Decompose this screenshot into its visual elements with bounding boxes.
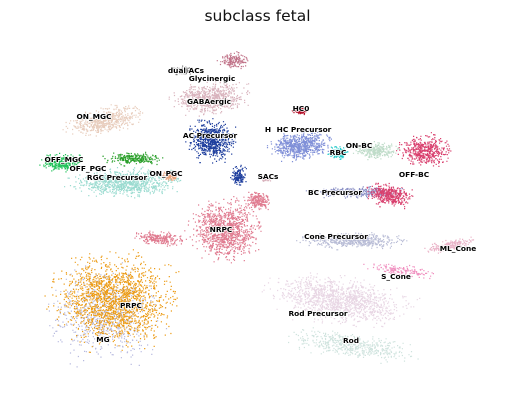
label-mg: MG (96, 335, 109, 344)
cluster-rbc (327, 146, 349, 160)
label-glycinergic: Glycinergic (189, 74, 235, 83)
cluster-dual-acs (170, 65, 194, 76)
cluster-nrpc (134, 191, 270, 264)
label-hc0: HC0 (293, 104, 310, 113)
label-rod: Rod (343, 336, 359, 345)
cluster-points-ml-cone (424, 236, 475, 254)
cluster-points-on-bc (352, 141, 400, 161)
cluster-on-mgc (62, 104, 144, 137)
cluster-points-off-mgc (39, 152, 84, 173)
cluster-points-prpc (44, 249, 180, 353)
label-off-mgc: OFF_MGC (45, 155, 84, 164)
cluster-points-off-bc (396, 132, 452, 167)
label-cone-precursor: Cone Precursor (304, 232, 368, 241)
cluster-point-clouds (39, 51, 475, 368)
label-h: H (265, 125, 271, 134)
cluster-off-mgc (39, 152, 84, 173)
label-off-bc: OFF-BC (399, 170, 429, 179)
chart-title: subclass fetal (204, 7, 311, 25)
cluster-points-ac-precursor (185, 118, 237, 164)
label-ac-precursor: AC Precursor (183, 131, 238, 140)
cluster-points-rgc-precursor (63, 166, 182, 199)
cluster-on-bc (352, 141, 400, 161)
label-hc-precursor: HC Precursor (277, 125, 332, 134)
label-ml-cone: ML_Cone (440, 244, 477, 253)
cluster-points-cone-precursor (296, 232, 408, 251)
label-s-cone: S_Cone (381, 272, 411, 281)
cluster-points-on-mgc (62, 104, 144, 137)
cluster-points-ac-precursor (230, 164, 247, 186)
cluster-cone-precursor (296, 232, 408, 251)
cluster-sacs (262, 175, 272, 182)
cluster-points-sacs (262, 175, 272, 182)
cluster-hc-precursor (266, 129, 332, 163)
label-on-bc: ON-BC (346, 141, 373, 150)
cluster-off-pgc (102, 151, 164, 167)
label-dual-acs: dual ACs (168, 66, 205, 75)
cluster-on-pgc (160, 170, 177, 181)
cluster-points-off-pgc (102, 151, 164, 167)
label-sacs: SACs (258, 172, 279, 181)
label-rgc-precursor: RGC Precursor (87, 173, 148, 182)
label-on-mgc: ON_MGC (76, 112, 111, 121)
cluster-ac-precursor (185, 118, 247, 186)
label-on-pgc: ON_PGC (149, 169, 182, 178)
cluster-hc0 (291, 105, 309, 116)
cluster-s-cone (363, 263, 434, 280)
cluster-glycinergic (216, 51, 249, 70)
cluster-points-off-bc (366, 182, 414, 210)
cluster-prpc (44, 249, 180, 353)
label-nrpc: NRPC (210, 225, 233, 234)
label-prpc: PRPC (120, 301, 142, 310)
cluster-gabaergic (168, 79, 251, 117)
cluster-rgc-precursor (63, 166, 182, 199)
cluster-points-mg (48, 262, 168, 368)
label-bc-precursor: BC Precursor (308, 188, 362, 197)
cluster-points-hc-precursor (266, 129, 332, 163)
cluster-points-nrpc (243, 191, 270, 213)
cluster-points-rbc (327, 146, 349, 160)
cluster-points-nrpc (184, 196, 262, 264)
cluster-points-glycinergic (216, 51, 249, 70)
cluster-points-s-cone (363, 263, 434, 280)
label-rbc: RBC (330, 148, 347, 157)
label-off-pgc: OFF_PGC (70, 164, 107, 173)
cluster-points-dual-acs (170, 65, 194, 76)
cluster-points-hc0 (291, 105, 309, 116)
cluster-points-rod (288, 327, 419, 364)
label-gabaergic: GABAergic (187, 97, 231, 106)
cluster-ml-cone (424, 236, 475, 254)
cluster-off-bc (366, 132, 452, 210)
cluster-mg (48, 262, 168, 368)
cluster-points-nrpc (134, 230, 183, 247)
cluster-points-gabaergic (168, 79, 251, 117)
cluster-rod (288, 327, 419, 364)
cluster-points-on-pgc (160, 170, 177, 181)
label-rod-precursor: Rod Precursor (288, 309, 347, 318)
